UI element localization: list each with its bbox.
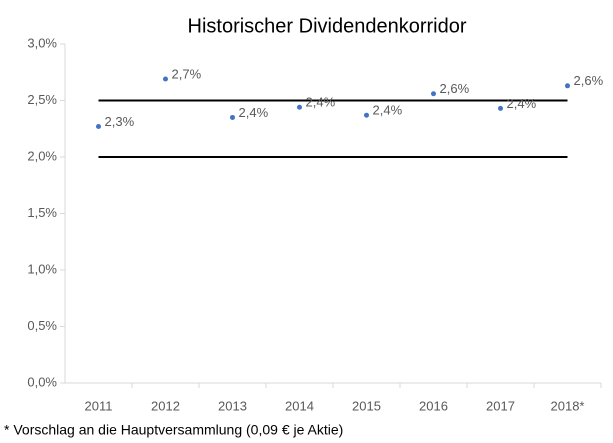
point (163, 76, 168, 82)
point (431, 91, 436, 97)
x-tick-label: 2017 (486, 398, 515, 413)
y-tick-label: 0,5% (27, 318, 57, 333)
y-tick-label: 1,0% (27, 261, 57, 276)
x-tick-label: 2018* (551, 398, 585, 413)
x-tick-label: 2011 (85, 398, 113, 413)
chart-title: Historischer Dividendenkorridor (188, 15, 467, 37)
y-tick-label: 2,0% (27, 148, 57, 163)
data-label: 2,4% (239, 105, 269, 120)
data-label: 2,6% (440, 81, 470, 96)
x-tick-label: 2015 (352, 398, 381, 413)
x-tick-label: 2012 (151, 398, 180, 413)
x-tick-label: 2016 (419, 398, 448, 413)
y-tick-label: 0,0% (27, 374, 57, 389)
data-label: 2,4% (507, 96, 537, 111)
point (364, 112, 369, 118)
data-label: 2,4% (373, 103, 403, 118)
point (230, 114, 235, 120)
data-label: 2,4% (306, 95, 336, 110)
footnote: * Vorschlag an die Hauptversammlung (0,0… (4, 422, 343, 438)
point (297, 104, 302, 110)
point (565, 83, 570, 89)
x-tick-label: 2013 (218, 398, 247, 413)
y-tick-label: 2,5% (27, 92, 57, 107)
data-label: 2,6% (574, 73, 604, 88)
data-label: 2,7% (172, 66, 202, 81)
y-tick-label: 1,5% (27, 205, 57, 220)
point (498, 105, 503, 111)
point (96, 123, 101, 129)
y-tick-label: 3,0% (27, 35, 57, 50)
data-label: 2,3% (105, 114, 135, 129)
x-tick-label: 2014 (285, 398, 314, 413)
